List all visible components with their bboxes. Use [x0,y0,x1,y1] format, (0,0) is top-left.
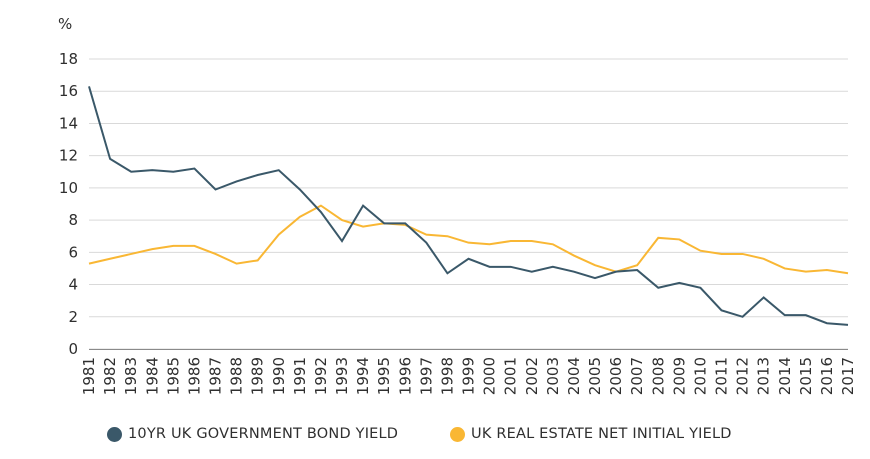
x-tick-label: 2001 [502,357,520,395]
x-tick-label: 2017 [839,357,857,395]
x-tick-label: 1998 [438,357,456,395]
x-tick-label: 1981 [80,357,98,395]
x-tick-label: 2014 [776,357,794,395]
y-tick-label: 0 [68,340,78,358]
y-tick-label: 16 [59,82,78,100]
x-tick-label: 2009 [670,357,688,395]
x-tick-label: 1996 [396,357,414,395]
x-tick-label: 1988 [228,357,246,395]
x-tick-label: 1997 [417,357,435,395]
y-tick-label: 10 [59,179,78,197]
y-tick-label: 4 [68,276,78,294]
legend-marker-bond [107,426,122,442]
x-tick-label: 1987 [207,357,225,395]
x-tick-label: 2008 [649,357,667,395]
legend-marker-property [450,426,465,442]
y-tick-label: 12 [59,147,78,165]
x-tick-label: 1990 [270,357,288,395]
x-tick-label: 2005 [586,357,604,395]
x-tick-label: 1985 [164,357,182,395]
legend-item-bond: 10YR UK GOVERNMENT BOND YIELD [107,426,398,442]
y-axis-unit-label: % [58,15,72,33]
legend-item-property: UK REAL ESTATE NET INITIAL YIELD [450,426,732,442]
y-tick-label: 2 [68,308,78,326]
y-tick-label: 6 [68,243,78,261]
x-tick-label: 1993 [333,357,351,395]
x-tick-label: 1984 [143,357,161,395]
series-line-real-estate-yield [88,204,849,275]
series-lines [88,86,849,326]
x-tick-label: 1995 [375,357,393,395]
legend-label-bond: 10YR UK GOVERNMENT BOND YIELD [128,426,399,442]
x-tick-label: 1986 [185,357,203,395]
x-tick-label: 2004 [565,357,583,395]
x-tick-label: 2007 [628,357,646,395]
x-tick-label: 2011 [713,357,731,395]
x-tick-label: 1982 [101,357,119,395]
x-tick-label: 2006 [607,357,625,395]
x-tick-label: 1992 [312,357,330,395]
x-tick-label: 1999 [460,357,478,395]
legend: 10YR UK GOVERNMENT BOND YIELD UK REAL ES… [0,426,870,448]
y-tick-label: 14 [59,114,78,132]
y-tick-label: 8 [68,211,78,229]
x-tick-label: 1989 [249,357,267,395]
x-tick-label: 1983 [122,357,140,395]
x-tick-label: 2013 [755,357,773,395]
series-line-bond-yield [88,86,849,326]
y-tick-label: 18 [59,50,78,68]
x-tick-label: 2016 [818,357,836,395]
gridlines [89,58,848,350]
x-tick-label: 2003 [544,357,562,395]
x-tick-label: 2000 [481,357,499,395]
x-tick-label: 2012 [734,357,752,395]
x-tick-label: 2010 [691,357,709,395]
x-tick-label: 2015 [797,357,815,395]
x-tick-label: 1994 [354,357,372,395]
x-tick-label: 1991 [291,357,309,395]
legend-label-property: UK REAL ESTATE NET INITIAL YIELD [471,426,732,442]
x-axis-ticks: 1981 1982 1983 1984 1985 1986 1987 1988 1989 1990… [80,357,857,395]
x-tick-label: 2002 [523,357,541,395]
y-axis-ticks: 0 2 4 6 8 10 12 14 16 18 [59,50,78,358]
